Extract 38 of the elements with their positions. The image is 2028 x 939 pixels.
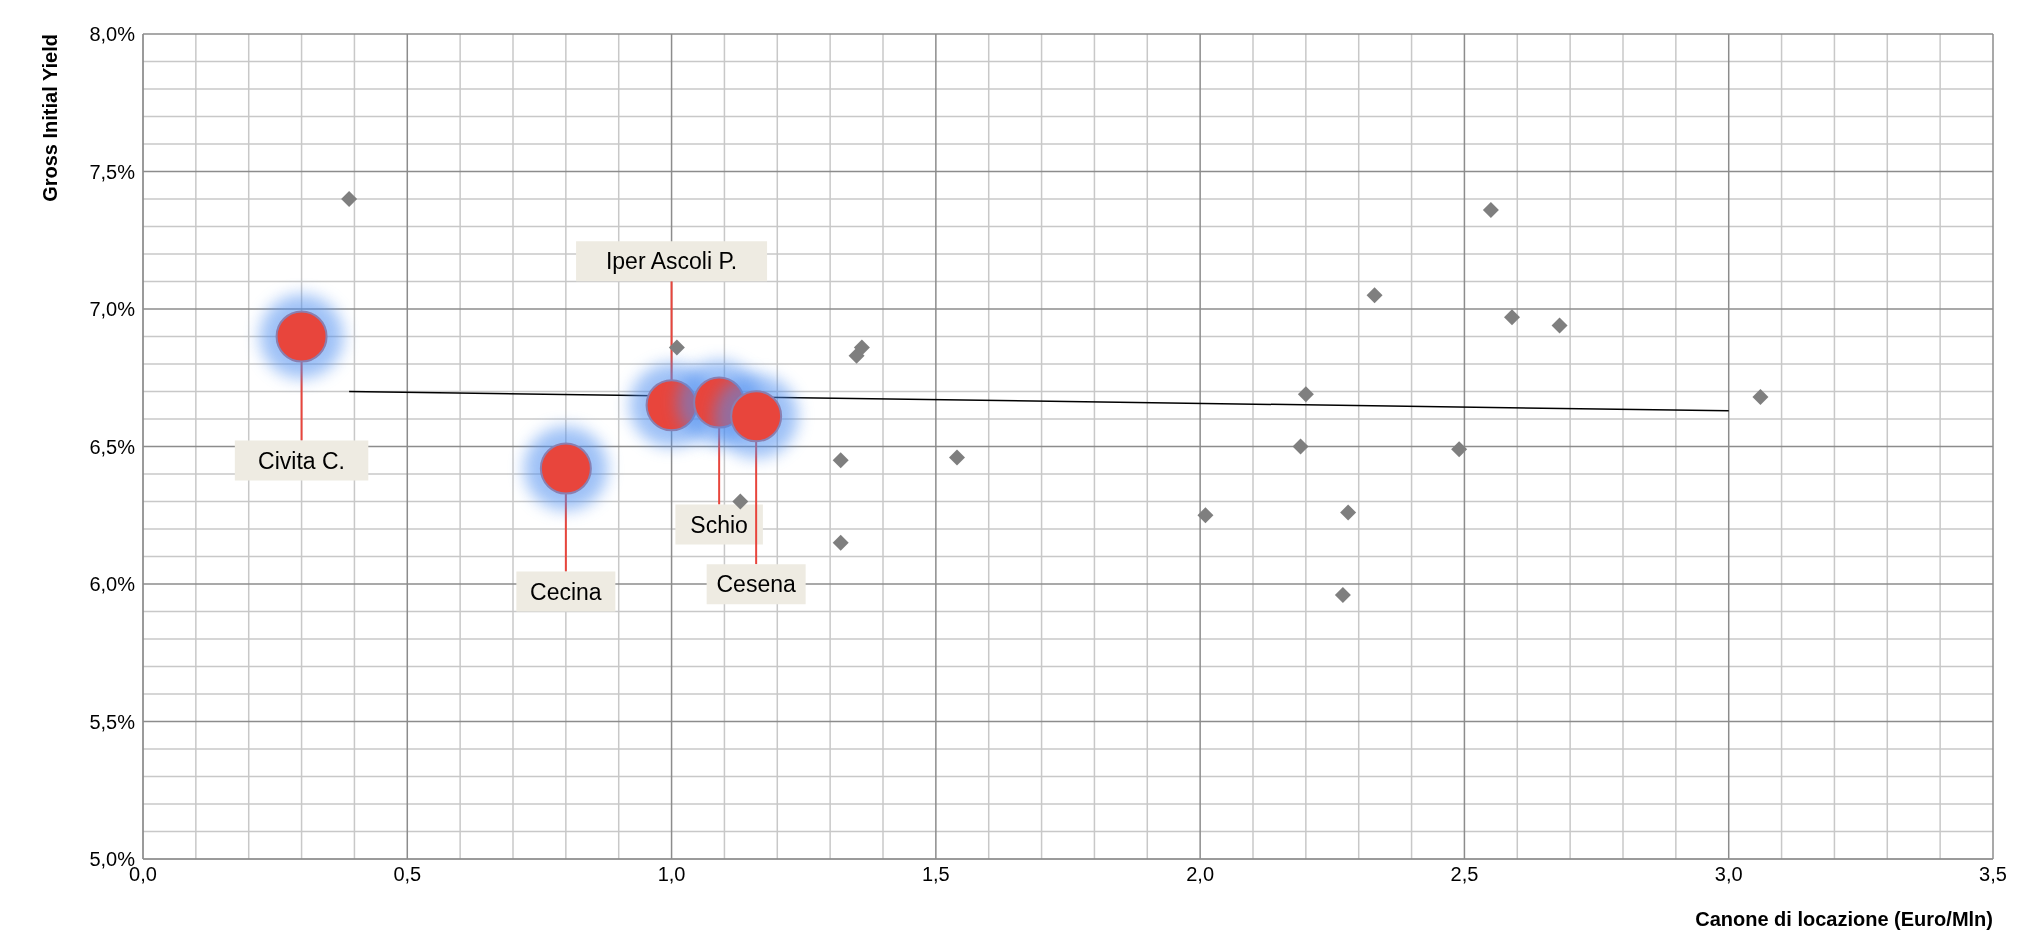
point <box>1504 309 1520 326</box>
point <box>341 191 358 207</box>
point <box>1340 504 1357 521</box>
point <box>668 339 685 356</box>
point <box>1297 386 1314 403</box>
annotation: Schio <box>690 511 748 538</box>
x-tick-label: 2,0 <box>1186 863 1215 886</box>
x-tick-label: 1,5 <box>921 863 950 886</box>
y-tick-label: 7,5% <box>89 160 136 183</box>
y-tick-label: 8,0% <box>89 23 136 46</box>
y-tick-label: 7,0% <box>89 298 136 321</box>
point <box>1292 438 1309 455</box>
x-axis-title: Canone di locazione (Euro/Mln) <box>1695 908 1993 930</box>
x-tick-label: 0,5 <box>393 863 422 886</box>
y-tick-label: 5,5% <box>89 710 136 733</box>
point <box>1451 441 1468 458</box>
point <box>832 534 849 551</box>
x-tick-label: 3,5 <box>1979 863 2007 886</box>
point <box>1551 317 1568 334</box>
point <box>1334 587 1351 603</box>
x-tick-label: 3,0 <box>1714 863 1743 886</box>
y-tick-label: 6,5% <box>89 435 136 458</box>
y-axis-title: Gross Initial Yield <box>39 34 62 202</box>
point <box>1752 389 1769 405</box>
x-tick-label: 1,0 <box>657 863 686 886</box>
point <box>1366 287 1383 304</box>
annotation: Iper Ascoli P. <box>605 248 738 275</box>
annotation: Civita C. <box>258 447 346 474</box>
x-tick-label: 2,5 <box>1450 863 1479 886</box>
annotation: Cecina <box>530 578 602 605</box>
point <box>732 493 749 510</box>
point <box>1197 507 1214 524</box>
point <box>832 452 849 469</box>
point <box>1482 202 1499 218</box>
point <box>949 449 965 466</box>
y-tick-label: 6,0% <box>89 573 136 596</box>
point <box>853 339 870 356</box>
annotation: Cesena <box>716 571 796 598</box>
